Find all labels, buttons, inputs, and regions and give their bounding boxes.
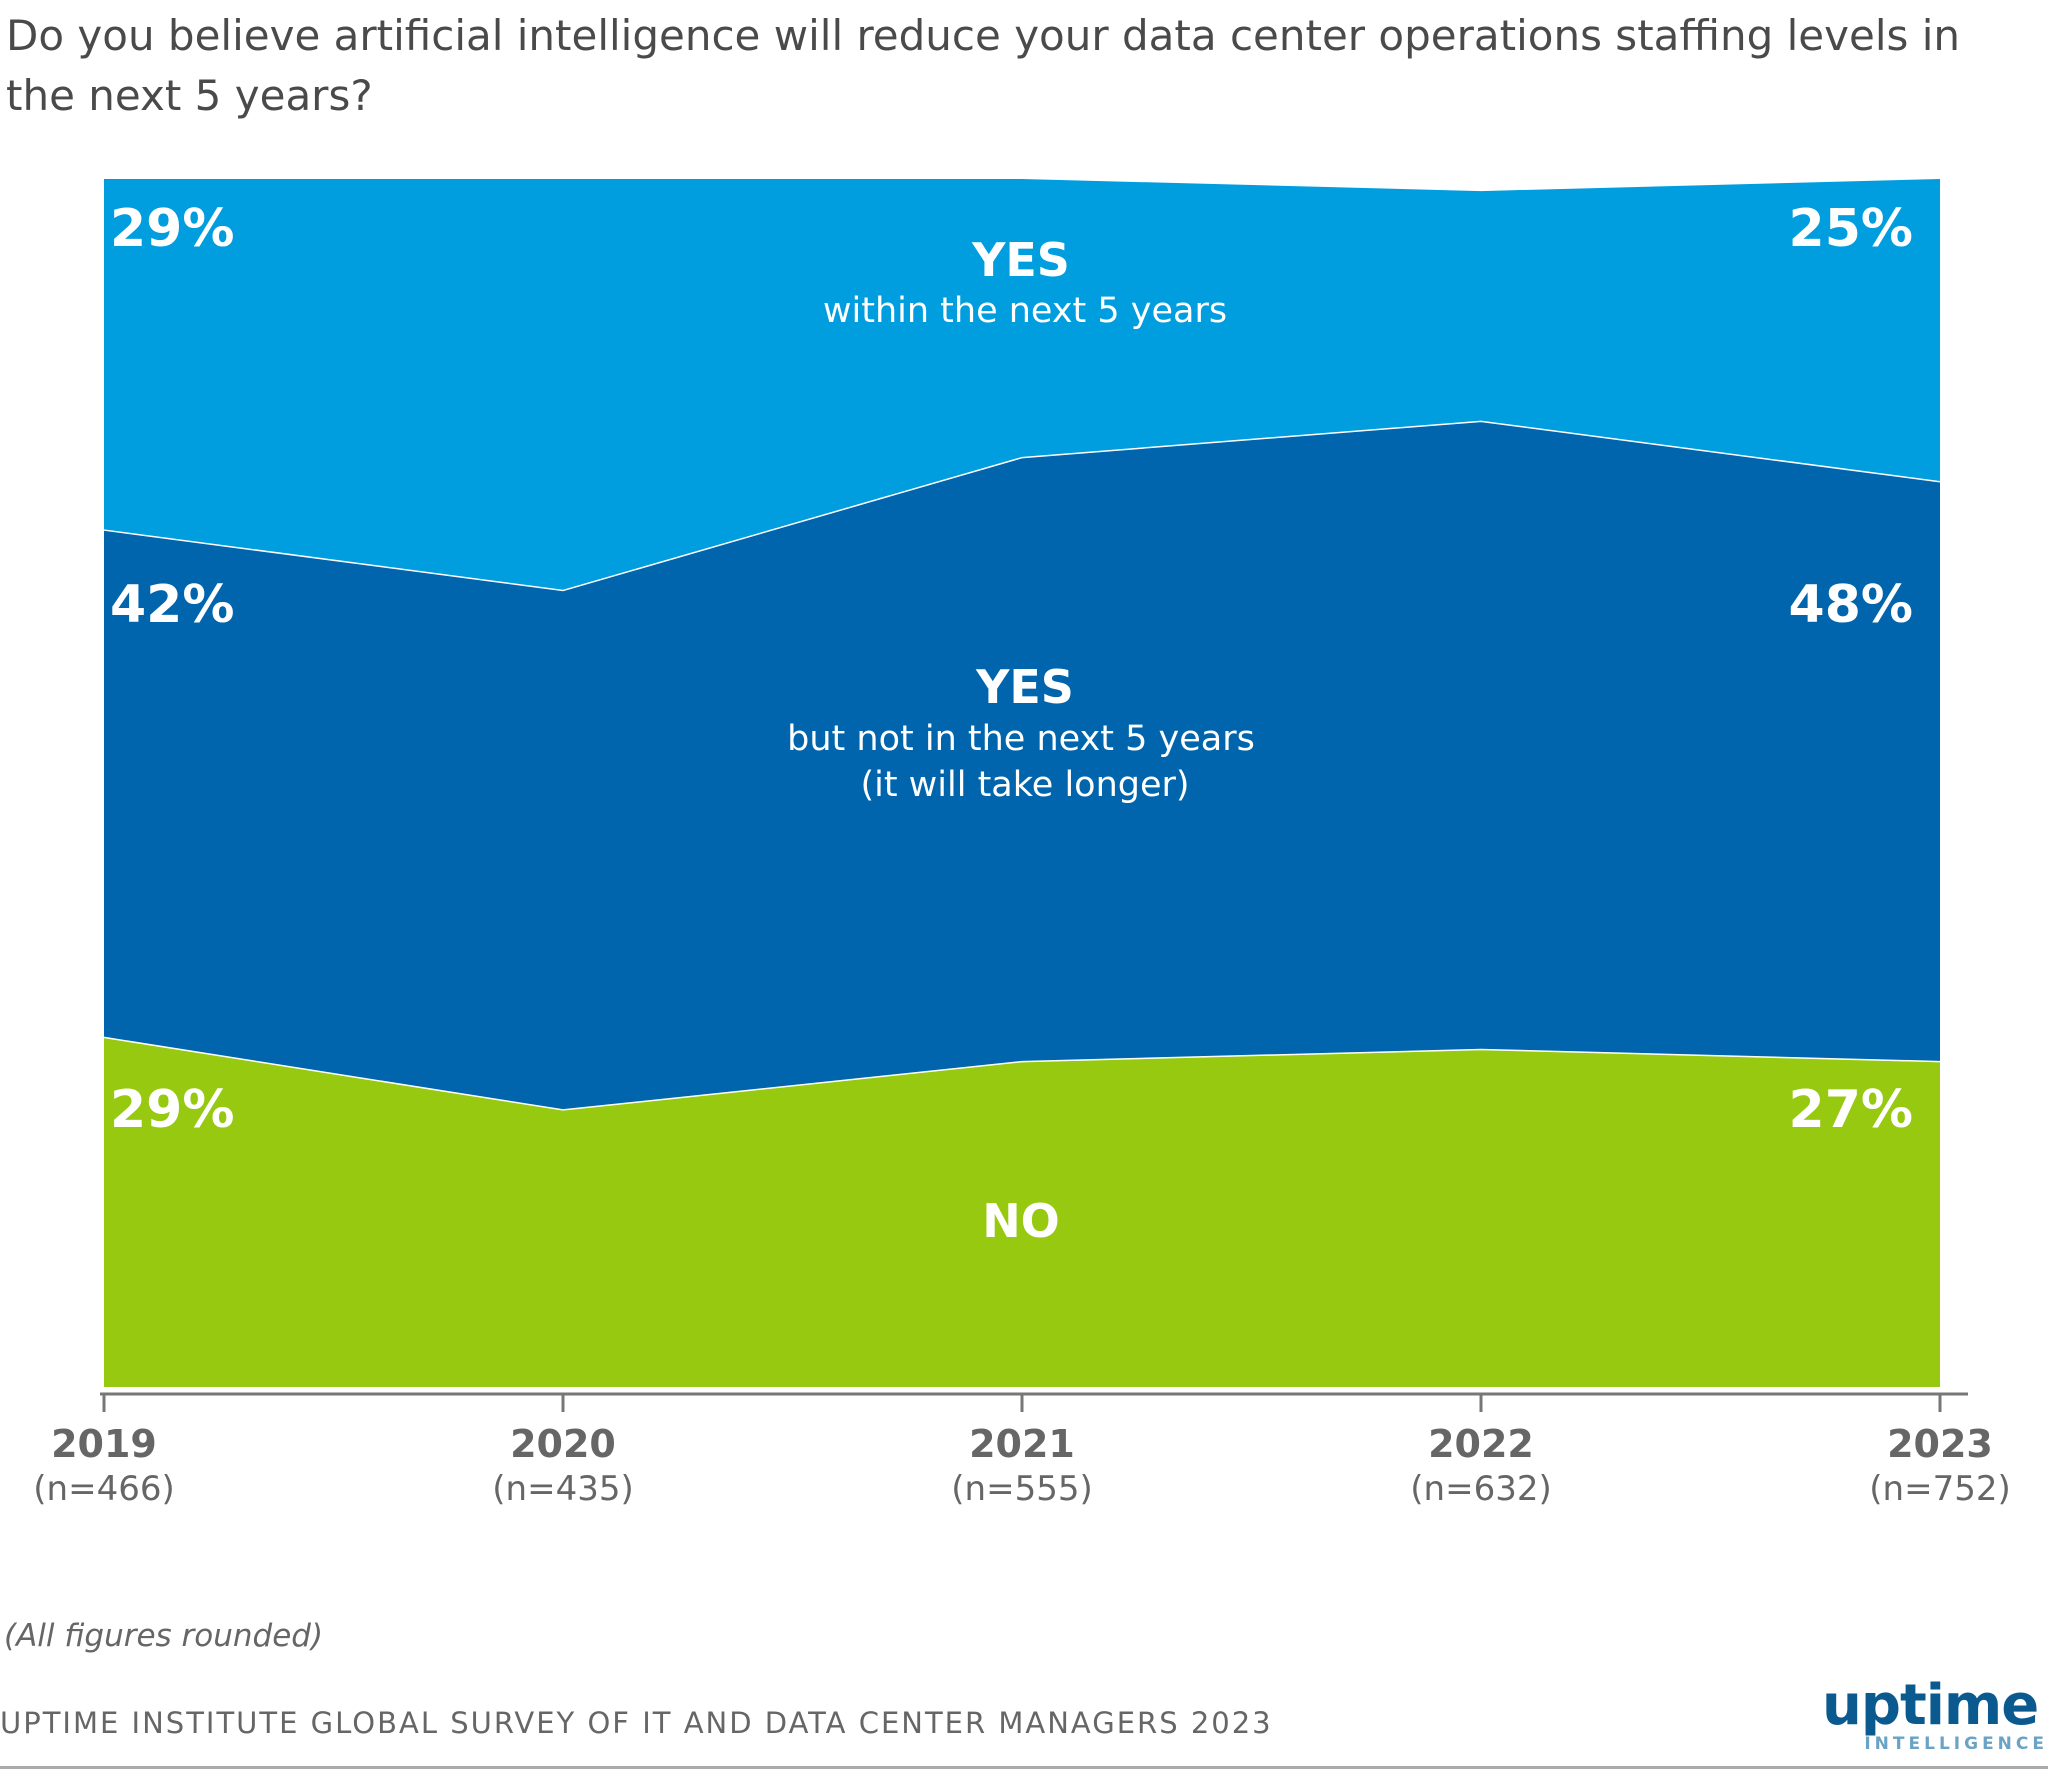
bottom-rule [0,1766,2048,1769]
stacked-area-chart: 2019(n=466)2020(n=435)2021(n=555)2022(n=… [33,179,2011,1509]
footnote: (All figures rounded) [4,1618,324,1654]
logo-sub: INTELLIGENCE [1864,1734,2048,1754]
x-tick-label: 2021 [969,1422,1075,1466]
x-tick-label: 2019 [51,1422,157,1466]
series-label-no: NO [982,1194,1060,1248]
label-no-2019: 29% [110,1080,234,1140]
x-tick-sublabel: (n=632) [1410,1469,1551,1509]
x-tick-sublabel: (n=466) [33,1469,174,1509]
logo-word: uptime [1822,1673,2039,1738]
x-tick-sublabel: (n=752) [1869,1469,2010,1509]
series-sublabel-longer-2: (it will take longer) [860,765,1189,805]
area-yes-longer [104,420,1940,1110]
chart-title: Do you believe artificial intelligence w… [6,11,1961,120]
x-tick-sublabel: (n=555) [951,1469,1092,1509]
series-label-within: YES [971,233,1070,287]
area-yes-within [104,179,1940,590]
label-longer-2023: 48% [1789,575,1913,635]
label-within-2019: 29% [110,199,234,259]
source-text: UPTIME INSTITUTE GLOBAL SURVEY OF IT AND… [0,1706,1273,1740]
label-no-2023: 27% [1789,1080,1913,1140]
label-within-2023: 25% [1789,199,1913,259]
x-tick-sublabel: (n=435) [492,1469,633,1509]
series-sublabel-longer: but not in the next 5 years [787,719,1255,759]
x-tick-label: 2020 [510,1422,616,1466]
series-label-longer: YES [975,660,1074,714]
x-tick-label: 2023 [1887,1422,1993,1466]
x-tick-label: 2022 [1428,1422,1534,1466]
uptime-logo: uptime INTELLIGENCE [1822,1673,2048,1755]
label-longer-2019: 42% [110,575,234,635]
series-sublabel-within: within the next 5 years [823,291,1227,331]
area-no [104,1036,1940,1387]
